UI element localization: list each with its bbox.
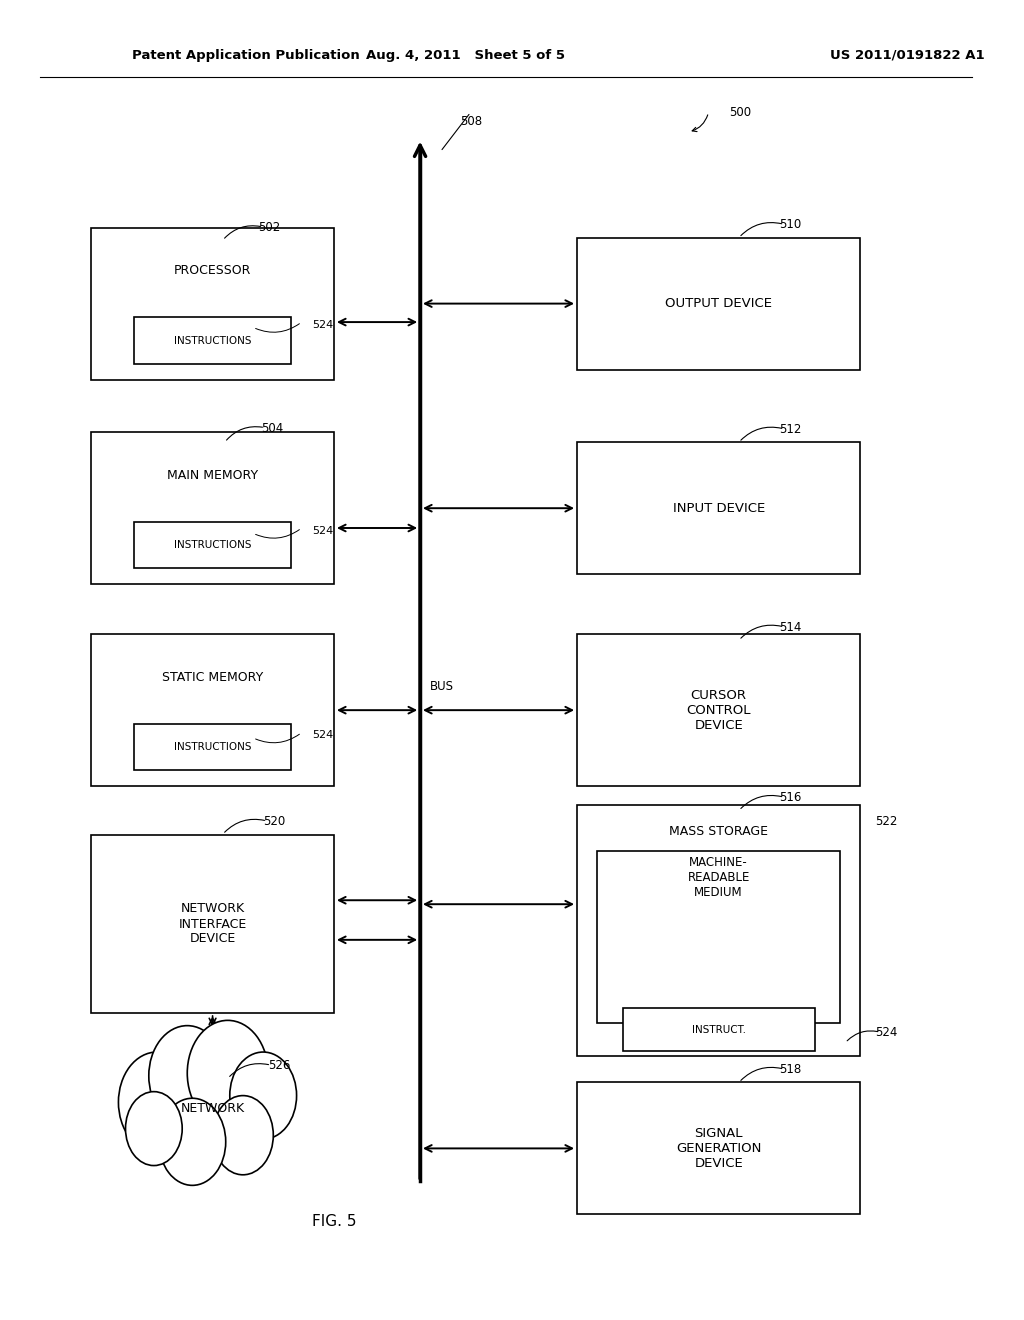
Text: 502: 502 [258,220,281,234]
Text: NETWORK: NETWORK [180,1102,245,1115]
Text: BUS: BUS [430,680,455,693]
Text: 510: 510 [779,218,802,231]
Text: 524: 524 [311,525,333,536]
Text: 512: 512 [779,422,802,436]
Text: US 2011/0191822 A1: US 2011/0191822 A1 [830,49,985,62]
Text: 504: 504 [261,421,284,434]
Text: 524: 524 [311,319,333,330]
Text: INPUT DEVICE: INPUT DEVICE [673,502,765,515]
Circle shape [119,1052,196,1152]
Text: 518: 518 [779,1063,802,1076]
Text: CURSOR
CONTROL
DEVICE: CURSOR CONTROL DEVICE [686,689,751,731]
Text: MASS STORAGE: MASS STORAGE [669,825,768,838]
Text: 526: 526 [268,1059,291,1072]
Text: FIG. 5: FIG. 5 [311,1213,356,1229]
Bar [91,836,334,1014]
Text: 516: 516 [779,791,802,804]
Text: Aug. 4, 2011   Sheet 5 of 5: Aug. 4, 2011 Sheet 5 of 5 [367,49,565,62]
Text: INSTRUCT.: INSTRUCT. [691,1024,745,1035]
Text: OUTPUT DEVICE: OUTPUT DEVICE [666,297,772,310]
Bar [577,634,860,785]
Text: 500: 500 [729,106,751,119]
Bar [91,433,334,583]
Text: 524: 524 [311,730,333,741]
Text: STATIC MEMORY: STATIC MEMORY [162,671,263,684]
Text: INSTRUCTIONS: INSTRUCTIONS [174,540,251,550]
Circle shape [148,1026,225,1126]
Circle shape [213,1096,273,1175]
Bar [577,238,860,370]
Bar [134,723,291,771]
Text: PROCESSOR: PROCESSOR [174,264,251,277]
Circle shape [159,1098,225,1185]
Text: INSTRUCTIONS: INSTRUCTIONS [174,335,251,346]
Text: SIGNAL
GENERATION
DEVICE: SIGNAL GENERATION DEVICE [676,1127,762,1170]
Bar [577,1082,860,1214]
Text: 508: 508 [461,115,482,128]
Circle shape [126,1092,182,1166]
Text: Patent Application Publication: Patent Application Publication [132,49,359,62]
Bar [134,317,291,363]
Bar [577,805,860,1056]
Bar [577,442,860,574]
Polygon shape [136,1063,289,1155]
Text: NETWORK
INTERFACE
DEVICE: NETWORK INTERFACE DEVICE [178,903,247,945]
Bar [91,227,334,380]
Text: 524: 524 [876,1026,898,1039]
Text: MACHINE-
READABLE
MEDIUM: MACHINE- READABLE MEDIUM [687,857,750,899]
Text: 520: 520 [263,814,286,828]
Bar [623,1008,815,1051]
Text: MAIN MEMORY: MAIN MEMORY [167,469,258,482]
Bar [134,521,291,568]
Circle shape [187,1020,268,1126]
Text: 514: 514 [779,620,802,634]
Text: INSTRUCTIONS: INSTRUCTIONS [174,742,251,752]
Circle shape [229,1052,297,1139]
Text: 522: 522 [876,814,898,828]
Bar [597,851,840,1023]
Bar [91,634,334,785]
